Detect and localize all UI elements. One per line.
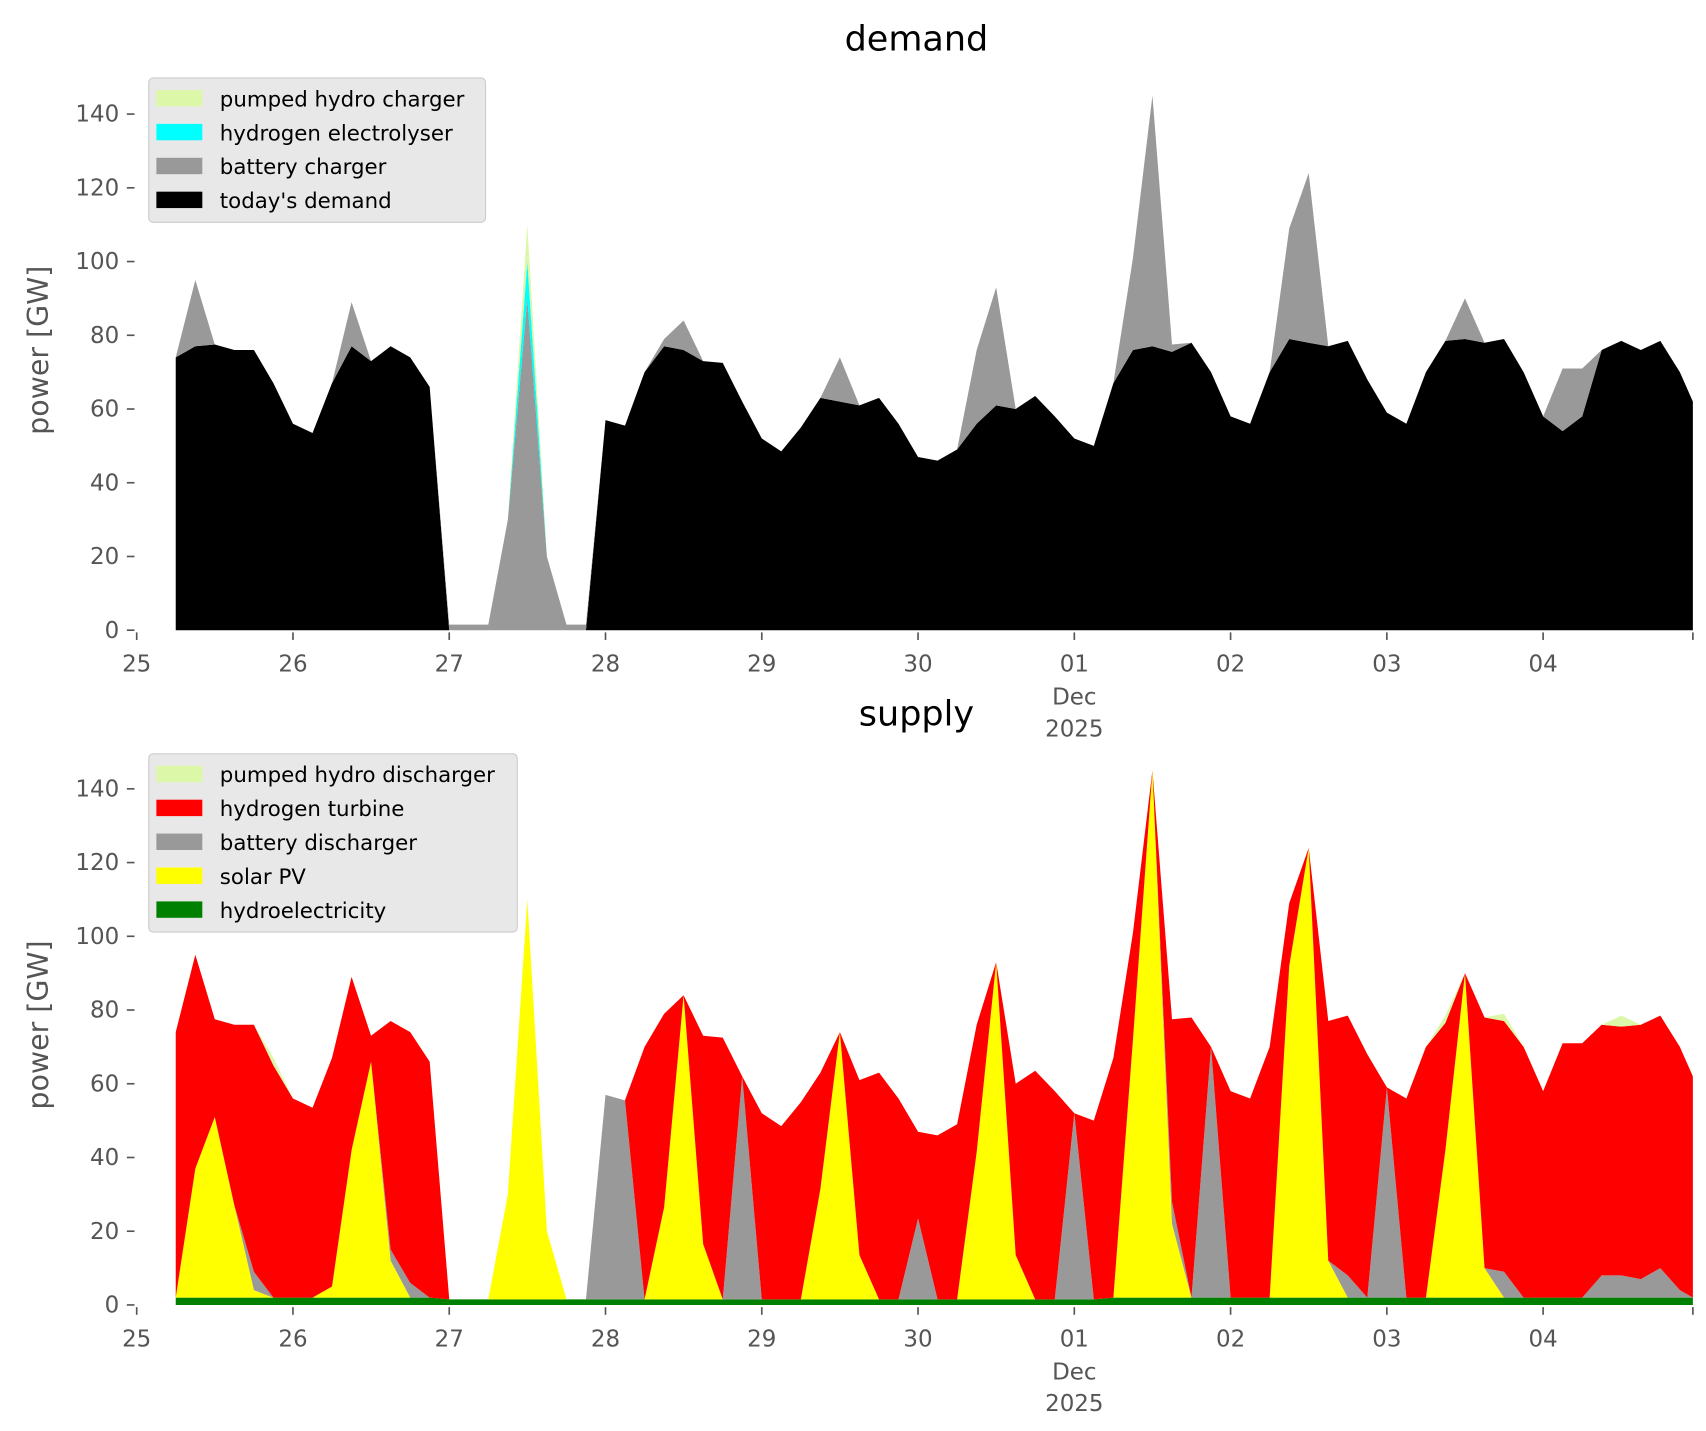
legend-swatch <box>156 765 203 783</box>
x-tick-month-label: Dec <box>1052 685 1096 711</box>
x-tick-label: 29 <box>747 652 776 678</box>
legend-item-solar-pv: solar PV <box>156 865 306 890</box>
legend-swatch <box>156 123 203 141</box>
legend-swatch <box>156 157 203 175</box>
x-tick-label: 26 <box>278 652 307 678</box>
y-tick-label: 80 <box>90 323 119 349</box>
legend-swatch <box>156 833 203 851</box>
area-battery-charger <box>175 95 1693 631</box>
legend-item-hydrogen-turbine: hydrogen turbine <box>156 797 404 822</box>
x-tick-label: 27 <box>435 1327 464 1353</box>
area-hydroelectricity <box>175 1297 1693 1305</box>
y-tick-label: 60 <box>90 1071 119 1097</box>
x-tick-label: 03 <box>1372 652 1401 678</box>
legend-swatch <box>156 89 203 107</box>
y-tick-label: 20 <box>90 1219 119 1245</box>
x-tick-year-label: 2025 <box>1045 1391 1103 1417</box>
legend-item-pumped-hydro-charger: pumped hydro charger <box>156 87 465 112</box>
legend-label: pumped hydro charger <box>220 87 465 112</box>
legend-label: solar PV <box>220 865 307 890</box>
x-tick-label: 04 <box>1529 652 1558 678</box>
x-tick-label: 29 <box>747 1327 776 1353</box>
y-tick-label: 120 <box>75 175 119 201</box>
legend-swatch <box>156 867 203 884</box>
x-tick-label: 01 <box>1060 652 1089 678</box>
legend-item-hydrogen-electrolyser: hydrogen electrolyser <box>156 121 453 146</box>
x-tick-label: 30 <box>903 1327 932 1353</box>
x-tick-label: 02 <box>1216 652 1245 678</box>
legend-label: battery charger <box>220 155 387 180</box>
y-tick-label: 40 <box>90 470 119 496</box>
legend: pumped hydro charger hydrogen electrolyse… <box>148 77 487 223</box>
legend-item-today-s-demand: today's demand <box>156 189 392 214</box>
x-tick-label: 28 <box>591 1327 620 1353</box>
area-solar-pv <box>175 770 1693 1300</box>
chart-title: demand <box>845 20 989 60</box>
legend-swatch <box>156 799 203 817</box>
x-tick-label: 04 <box>1529 1327 1558 1353</box>
legend-swatch <box>156 901 203 918</box>
x-tick-label: 30 <box>903 652 932 678</box>
legend-label: pumped hydro discharger <box>220 763 495 788</box>
x-tick-label: 02 <box>1216 1327 1245 1353</box>
legend-label: battery discharger <box>220 831 417 856</box>
y-tick-label: 140 <box>75 776 119 802</box>
legend-item-battery-discharger: battery discharger <box>156 831 417 856</box>
x-tick-year-label: 2025 <box>1045 716 1103 742</box>
y-axis-label: power [GW] <box>22 266 55 435</box>
legend-item-pumped-hydro-discharger: pumped hydro discharger <box>156 763 495 788</box>
x-tick-label: 03 <box>1372 1327 1401 1353</box>
legend-label: hydrogen turbine <box>220 797 405 822</box>
legend-box <box>148 77 487 223</box>
y-tick-label: 120 <box>75 850 119 876</box>
y-tick-label: 80 <box>90 998 119 1024</box>
y-tick-label: 100 <box>75 249 119 275</box>
area-today-s-demand <box>175 338 1693 631</box>
y-tick-label: 140 <box>75 102 119 128</box>
y-tick-label: 40 <box>90 1145 119 1171</box>
x-tick-label: 27 <box>435 652 464 678</box>
y-tick-label: 60 <box>90 397 119 423</box>
y-tick-label: 0 <box>105 1293 120 1319</box>
x-tick-label: 25 <box>122 652 151 678</box>
legend-swatch <box>156 191 203 209</box>
x-tick-label: 01 <box>1060 1327 1089 1353</box>
legend-label: hydrogen electrolyser <box>220 121 453 146</box>
legend-item-battery-charger: battery charger <box>156 155 387 180</box>
legend-label: today's demand <box>220 189 392 214</box>
x-tick-label: 25 <box>122 1327 151 1353</box>
chart-title: supply <box>859 694 974 734</box>
stacked-areas <box>175 770 1693 1305</box>
legend: pumped hydro discharger hydrogen turbine b… <box>148 753 518 933</box>
area-hydrogen-turbine <box>175 770 1693 1300</box>
legend-label: hydroelectricity <box>220 899 386 924</box>
x-tick-label: 28 <box>591 652 620 678</box>
x-tick-month-label: Dec <box>1052 1359 1096 1385</box>
legend-box <box>148 753 518 933</box>
y-axis-label: power [GW] <box>22 940 55 1109</box>
y-tick-label: 100 <box>75 924 119 950</box>
x-tick-label: 26 <box>278 1327 307 1353</box>
legend-item-hydroelectricity: hydroelectricity <box>156 899 386 924</box>
stacked-areas <box>175 95 1693 631</box>
y-tick-label: 0 <box>105 618 120 644</box>
y-tick-label: 20 <box>90 544 119 570</box>
